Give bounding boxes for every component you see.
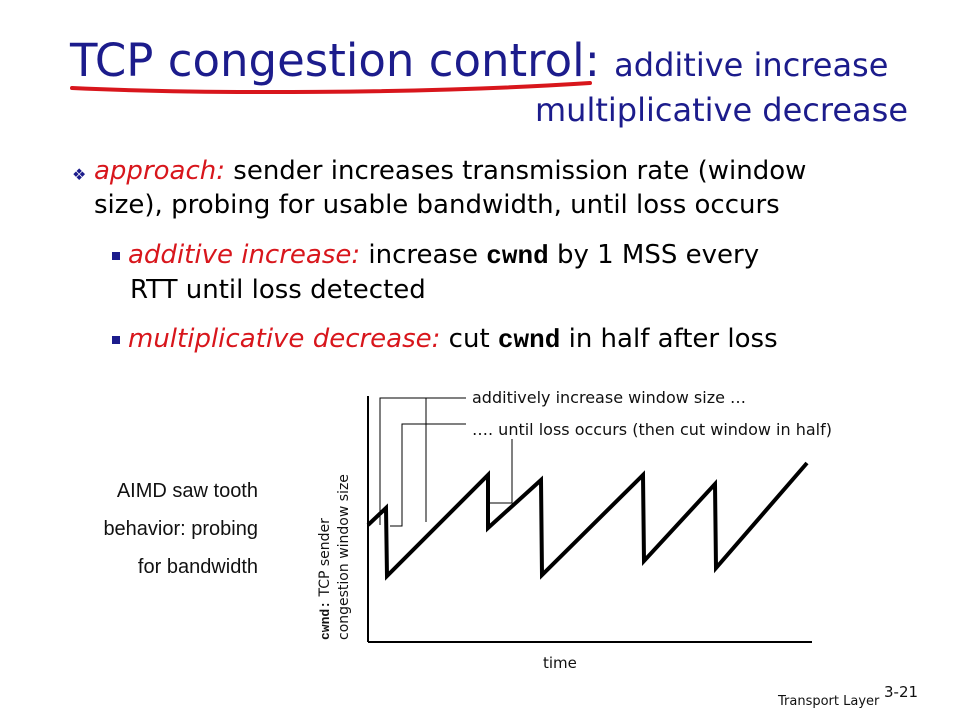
md-code: cwnd: [497, 325, 561, 355]
side-note: AIMD saw tooth behavior: probing for ban…: [103, 472, 258, 586]
side-note-line2: behavior: probing: [103, 518, 258, 540]
y-label-1: TCP sender: [317, 518, 333, 597]
increase-pointer-line: [379, 397, 466, 525]
slide-title: TCP congestion control: additive increas…: [70, 34, 888, 87]
md-text-b: in half after loss: [568, 324, 778, 354]
side-note-line3: for bandwidth: [137, 556, 258, 578]
anno-loss: …. until loss occurs (then cut window in…: [472, 420, 832, 439]
square-bullet-icon: [112, 251, 120, 260]
approach-text-1: sender increases transmission rate (wind…: [233, 156, 807, 186]
page-number: 3-21: [884, 683, 919, 701]
approach-text-2: size), probing for usable bandwidth, unt…: [94, 190, 780, 220]
approach-term: approach:: [94, 156, 226, 186]
bullet-multiplicative-decrease: multiplicative decrease: cut cwnd in hal…: [112, 322, 912, 357]
cwnd-sawtooth-line: [366, 461, 809, 581]
diamond-bullet-icon: ❖: [72, 165, 87, 184]
title-line2: multiplicative decrease: [534, 91, 908, 129]
ai-code: cwnd: [486, 241, 549, 271]
square-bullet-icon: [112, 335, 120, 344]
y-label-2: congestion window size: [336, 474, 352, 640]
loss-pointer-line: [390, 423, 466, 527]
title-main: TCP congestion control:: [70, 34, 600, 87]
md-term: multiplicative decrease:: [128, 324, 441, 354]
loss-pointer-line-2: [490, 439, 513, 504]
md-text-a: cut: [448, 324, 490, 354]
x-axis-label: time: [543, 654, 577, 672]
ai-text-a: increase: [368, 240, 479, 270]
bullet-additive-increase: additive increase: increase cwnd by 1 MS…: [112, 238, 912, 307]
ai-text-b: by 1 MSS every: [556, 240, 760, 270]
y-label-code: cwnd:: [318, 600, 333, 640]
title-sub: additive increase: [614, 46, 889, 84]
bullet-approach: ❖ approach: sender increases transmissio…: [72, 154, 932, 222]
footer-section: Transport Layer: [778, 694, 880, 709]
y-axis-label: cwnd: TCP sender congestion window size: [316, 474, 353, 640]
side-note-line1: AIMD saw tooth: [116, 480, 258, 502]
anno-increase: additively increase window size …: [472, 388, 747, 407]
ai-text-2: RTT until loss detected: [130, 275, 426, 305]
ai-term: additive increase:: [128, 240, 361, 270]
